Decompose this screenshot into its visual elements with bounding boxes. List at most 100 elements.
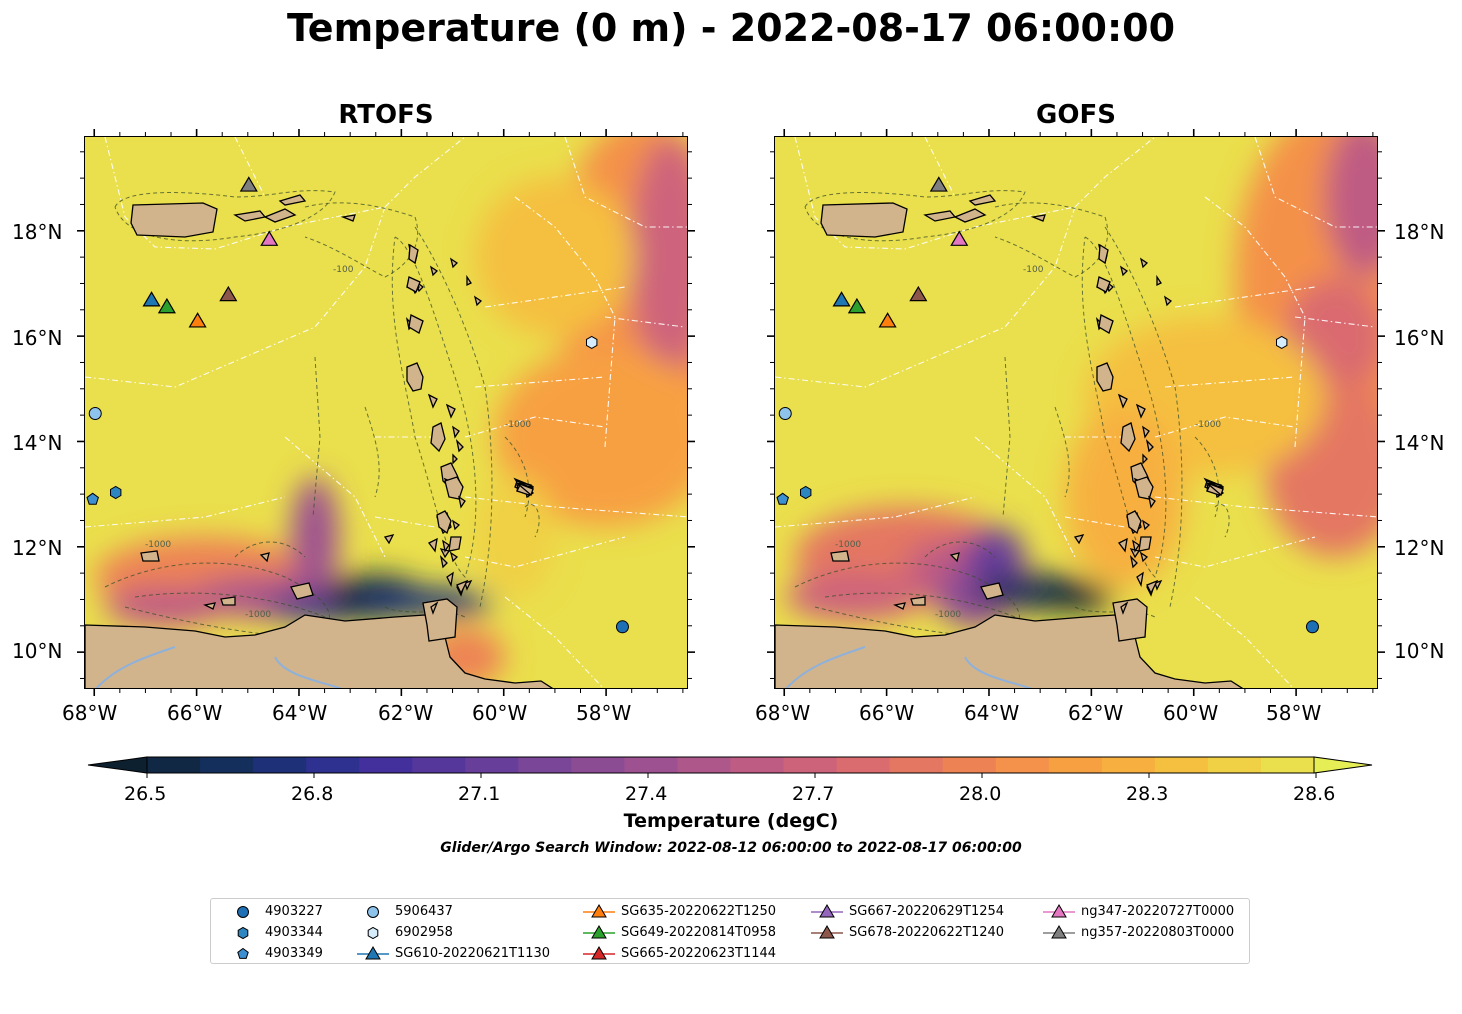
island xyxy=(1139,257,1149,269)
colorbar-segment xyxy=(518,757,572,773)
island xyxy=(451,519,461,531)
island xyxy=(408,314,424,334)
hexagon-marker-icon xyxy=(237,926,249,940)
island xyxy=(1119,265,1129,277)
lat-label-right: 14°N xyxy=(1394,431,1445,455)
island xyxy=(980,582,1004,600)
island xyxy=(1096,362,1114,392)
bathymetry-contour xyxy=(1074,606,1156,618)
island xyxy=(442,539,450,553)
lon-label-left: 62°W xyxy=(378,701,434,725)
legend-label: 4903349 xyxy=(265,946,323,961)
legend: 4903227 4903344 4903349 5906437 6902958 SG610… xyxy=(210,898,1250,964)
obs-marker-4903227 xyxy=(1305,620,1319,634)
triangle-marker-icon xyxy=(583,925,615,939)
obs-marker-5906437 xyxy=(778,407,792,420)
island xyxy=(278,194,307,206)
lat-label-left: 12°N xyxy=(12,536,63,560)
lon-label-left: 68°W xyxy=(62,701,118,725)
island xyxy=(408,243,419,265)
pentagon-marker-icon xyxy=(237,947,249,959)
eez-boundary xyxy=(1194,596,1294,688)
lon-label-left: 58°W xyxy=(576,701,632,725)
triangle-marker-icon xyxy=(583,904,615,918)
colorbar-segment xyxy=(624,757,678,773)
colorbar-segment xyxy=(359,757,413,773)
island xyxy=(455,439,464,453)
island xyxy=(466,274,472,287)
island xyxy=(449,551,459,563)
obs-marker-4903344 xyxy=(110,485,122,500)
island xyxy=(1073,534,1085,545)
island xyxy=(893,602,906,610)
island xyxy=(1096,276,1111,293)
eez-boundary xyxy=(484,286,626,308)
island xyxy=(1098,243,1109,265)
island xyxy=(406,362,424,392)
island xyxy=(473,295,483,307)
bathymetry-contour xyxy=(384,606,466,618)
island xyxy=(1132,539,1140,553)
colorbar-segment xyxy=(1101,757,1156,773)
obs-marker-sg610-20220621t1130 xyxy=(832,291,851,307)
lat-label-left: 14°N xyxy=(12,431,63,455)
bathymetry-contour xyxy=(1081,236,1167,578)
lon-label-right: 62°W xyxy=(1068,701,1124,725)
hexagon-marker-icon xyxy=(367,926,379,940)
bathymetry-contour xyxy=(1002,356,1011,518)
river xyxy=(785,646,1033,688)
triangle-marker-icon xyxy=(811,925,843,939)
bathymetry-contour xyxy=(504,436,530,518)
island xyxy=(1145,439,1154,453)
island xyxy=(1098,314,1114,334)
island xyxy=(427,393,438,409)
colorbar-segment xyxy=(253,757,307,773)
eez-boundary xyxy=(504,596,604,688)
bathymetry-contour xyxy=(794,562,1020,638)
island xyxy=(1138,536,1152,552)
lat-label-right: 18°N xyxy=(1394,220,1445,244)
legend-label: ng347-20220727T0000 xyxy=(1081,904,1235,919)
legend-label: SG665-20220623T1144 xyxy=(621,946,777,961)
bathymetry-contour xyxy=(1194,436,1220,518)
legend-label: 6902958 xyxy=(395,925,453,940)
colorbar-tick: 26.8 xyxy=(291,783,334,805)
eez-boundary xyxy=(104,137,386,250)
island xyxy=(130,202,218,238)
bathymetry-contour xyxy=(1214,504,1230,538)
island xyxy=(1117,393,1128,409)
panel-title-rtofs: RTOFS xyxy=(338,100,434,130)
colorbar-extend-low xyxy=(87,756,148,774)
obs-marker-ng347-20220727t0000 xyxy=(950,230,969,246)
eez-boundary xyxy=(974,436,1076,558)
bathymetry-contour xyxy=(524,504,540,538)
island xyxy=(340,214,356,222)
lat-label-left: 18°N xyxy=(12,220,63,244)
triangle-marker-icon xyxy=(1043,925,1075,939)
island xyxy=(430,422,446,453)
island xyxy=(516,482,534,497)
lat-label-left: 10°N xyxy=(12,639,63,663)
triangle-marker-icon xyxy=(583,946,615,960)
eez-boundary xyxy=(775,206,1076,388)
island xyxy=(446,571,454,588)
obs-marker-6902958 xyxy=(1276,335,1288,349)
island xyxy=(1030,214,1046,222)
eez-boundary xyxy=(1154,496,1377,518)
colorbar-outline xyxy=(146,756,1315,774)
island xyxy=(449,257,459,269)
circle-marker-icon xyxy=(237,906,249,918)
eez-boundary xyxy=(1174,286,1316,308)
eez-boundary xyxy=(1064,516,1126,528)
legend-label: 4903227 xyxy=(265,904,323,919)
legend-label: SG649-20220814T0958 xyxy=(621,925,777,940)
obs-marker-sg678-20220622t1240 xyxy=(219,285,238,302)
colorbar-segment xyxy=(571,757,625,773)
eez-boundary xyxy=(564,137,687,228)
lon-label-right: 66°W xyxy=(859,701,915,725)
colorbar-segment xyxy=(995,757,1050,773)
island xyxy=(1120,601,1129,615)
colorbar-tick: 28.6 xyxy=(1293,783,1336,805)
eez-boundary xyxy=(464,416,606,438)
colorbar-tick: 27.7 xyxy=(792,783,835,805)
